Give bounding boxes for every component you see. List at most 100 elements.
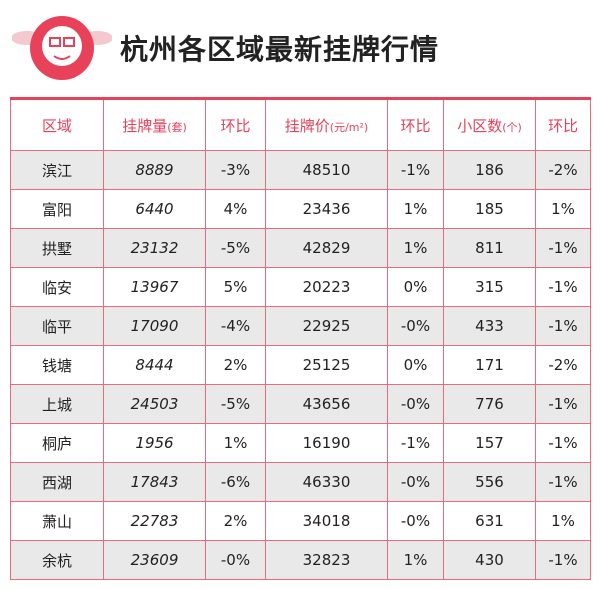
cell: 1956 <box>103 423 206 463</box>
cell: 25125 <box>265 345 388 385</box>
cell: 48510 <box>265 150 388 190</box>
cell: 46330 <box>265 462 388 502</box>
cell: 811 <box>443 228 536 268</box>
header-cell: 小区数(个) <box>443 98 536 151</box>
cell: -1% <box>535 384 591 424</box>
cell: 4% <box>205 189 266 229</box>
cell: 5% <box>205 267 266 307</box>
cell: 23609 <box>103 540 206 580</box>
cell: 315 <box>443 267 536 307</box>
cell: -1% <box>387 150 444 190</box>
cell: -1% <box>387 423 444 463</box>
cell: -1% <box>535 540 591 580</box>
cell: 2% <box>205 501 266 541</box>
cell: 32823 <box>265 540 388 580</box>
cell: 23436 <box>265 189 388 229</box>
cell: 余杭 <box>10 540 104 580</box>
header-row: 区域 挂牌量(套) 环比 挂牌价(元/m²) 环比 小区数(个) 环比 <box>10 98 591 151</box>
cell: -5% <box>205 384 266 424</box>
header-cell: 挂牌量(套) <box>103 98 206 151</box>
cell: 富阳 <box>10 189 104 229</box>
cell: -0% <box>387 462 444 502</box>
header-unit: (个) <box>502 120 522 134</box>
cell: -1% <box>535 462 591 502</box>
cell: 西湖 <box>10 462 104 502</box>
cell: -2% <box>535 345 591 385</box>
row: 拱墅 23132 -5% 42829 1% 811 -1% <box>10 228 591 268</box>
cell: 0% <box>387 345 444 385</box>
header-cell: 区域 <box>10 98 104 151</box>
cell: 185 <box>443 189 536 229</box>
cell: 萧山 <box>10 501 104 541</box>
cell: 1% <box>535 501 591 541</box>
row: 西湖 17843 -6% 46330 -0% 556 -1% <box>10 462 591 502</box>
row: 富阳 6440 4% 23436 1% 185 1% <box>10 189 591 229</box>
cell: 556 <box>443 462 536 502</box>
cell: 1% <box>205 423 266 463</box>
cell: 临安 <box>10 267 104 307</box>
cell: 1% <box>387 540 444 580</box>
cell: 滨江 <box>10 150 104 190</box>
header-label: 小区数 <box>457 116 503 135</box>
cell: -0% <box>387 306 444 346</box>
cell: 157 <box>443 423 536 463</box>
cell: 0% <box>387 267 444 307</box>
cell: -1% <box>535 228 591 268</box>
cell: 6440 <box>103 189 206 229</box>
cell: 22925 <box>265 306 388 346</box>
header-cell: 环比 <box>387 98 444 151</box>
cell: -0% <box>387 501 444 541</box>
cell: 13967 <box>103 267 206 307</box>
row: 上城 24503 -5% 43656 -0% 776 -1% <box>10 384 591 424</box>
cell: -2% <box>535 150 591 190</box>
row: 临平 17090 -4% 22925 -0% 433 -1% <box>10 306 591 346</box>
cell: 430 <box>443 540 536 580</box>
header-cell: 环比 <box>205 98 266 151</box>
cell: 171 <box>443 345 536 385</box>
cell: 22783 <box>103 501 206 541</box>
row: 滨江 8889 -3% 48510 -1% 186 -2% <box>10 150 591 190</box>
cell: 1% <box>387 189 444 229</box>
header-label: 挂牌价 <box>284 116 330 135</box>
cell: 42829 <box>265 228 388 268</box>
cell: 433 <box>443 306 536 346</box>
row: 桐庐 1956 1% 16190 -1% 157 -1% <box>10 423 591 463</box>
cell: 8889 <box>103 150 206 190</box>
cell: 临平 <box>10 306 104 346</box>
cell: -1% <box>535 423 591 463</box>
header-cell: 环比 <box>535 98 591 151</box>
cell: 17843 <box>103 462 206 502</box>
cell: 17090 <box>103 306 206 346</box>
cell: 631 <box>443 501 536 541</box>
cell: 上城 <box>10 384 104 424</box>
cell: 776 <box>443 384 536 424</box>
cell: 43656 <box>265 384 388 424</box>
cell: 1% <box>387 228 444 268</box>
cell: 186 <box>443 150 536 190</box>
logo <box>12 16 112 80</box>
cell: 1% <box>535 189 591 229</box>
title: 杭州各区域最新挂牌行情 <box>120 33 440 66</box>
table: 区域 挂牌量(套) 环比 挂牌价(元/m²) 环比 小区数(个) 环比 滨江 8889 -3% 48… <box>10 97 591 580</box>
cell: 8444 <box>103 345 206 385</box>
cell: 23132 <box>103 228 206 268</box>
cell: -0% <box>205 540 266 580</box>
cell: 24503 <box>103 384 206 424</box>
cell: 16190 <box>265 423 388 463</box>
cell: 拱墅 <box>10 228 104 268</box>
row: 临安 13967 5% 20223 0% 315 -1% <box>10 267 591 307</box>
cell: -1% <box>535 267 591 307</box>
cell: -5% <box>205 228 266 268</box>
cell: 2% <box>205 345 266 385</box>
row: 钱塘 8444 2% 25125 0% 171 -2% <box>10 345 591 385</box>
cell: -1% <box>535 306 591 346</box>
cell: -0% <box>387 384 444 424</box>
cell: 34018 <box>265 501 388 541</box>
row: 余杭 23609 -0% 32823 1% 430 -1% <box>10 540 591 580</box>
cell: -6% <box>205 462 266 502</box>
header-unit: (套) <box>167 120 187 134</box>
header-label: 挂牌量 <box>122 116 168 135</box>
cell: 20223 <box>265 267 388 307</box>
header-unit: (元/m²) <box>329 120 369 134</box>
